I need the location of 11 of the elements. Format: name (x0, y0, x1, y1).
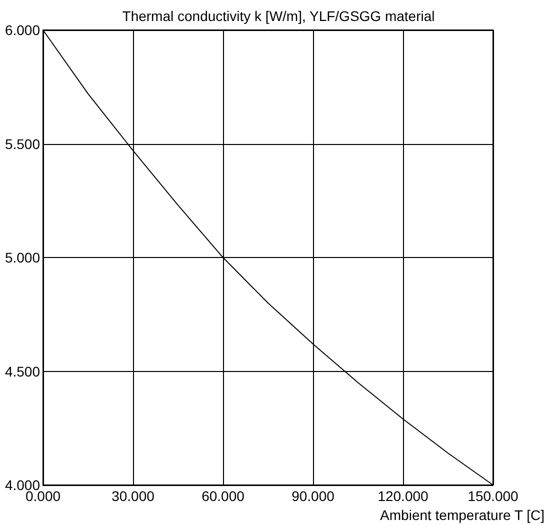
x-tick-label: 90.000 (292, 488, 335, 504)
y-tick-label: 5.000 (4, 250, 40, 266)
y-tick-label: 6.000 (4, 22, 40, 38)
x-tick-label: 120.000 (378, 488, 429, 504)
chart-title: Thermal conductivity k [W/m], YLF/GSGG material (122, 8, 435, 24)
x-tick-label: 60.000 (202, 488, 245, 504)
y-tick-label: 4.500 (4, 363, 40, 380)
x-tick-label: 30.000 (112, 488, 155, 504)
y-tick-label: 5.500 (4, 136, 40, 152)
x-tick-label: 150.000 (468, 488, 519, 504)
x-axis-title: Ambient temperature T [C] (380, 507, 544, 523)
